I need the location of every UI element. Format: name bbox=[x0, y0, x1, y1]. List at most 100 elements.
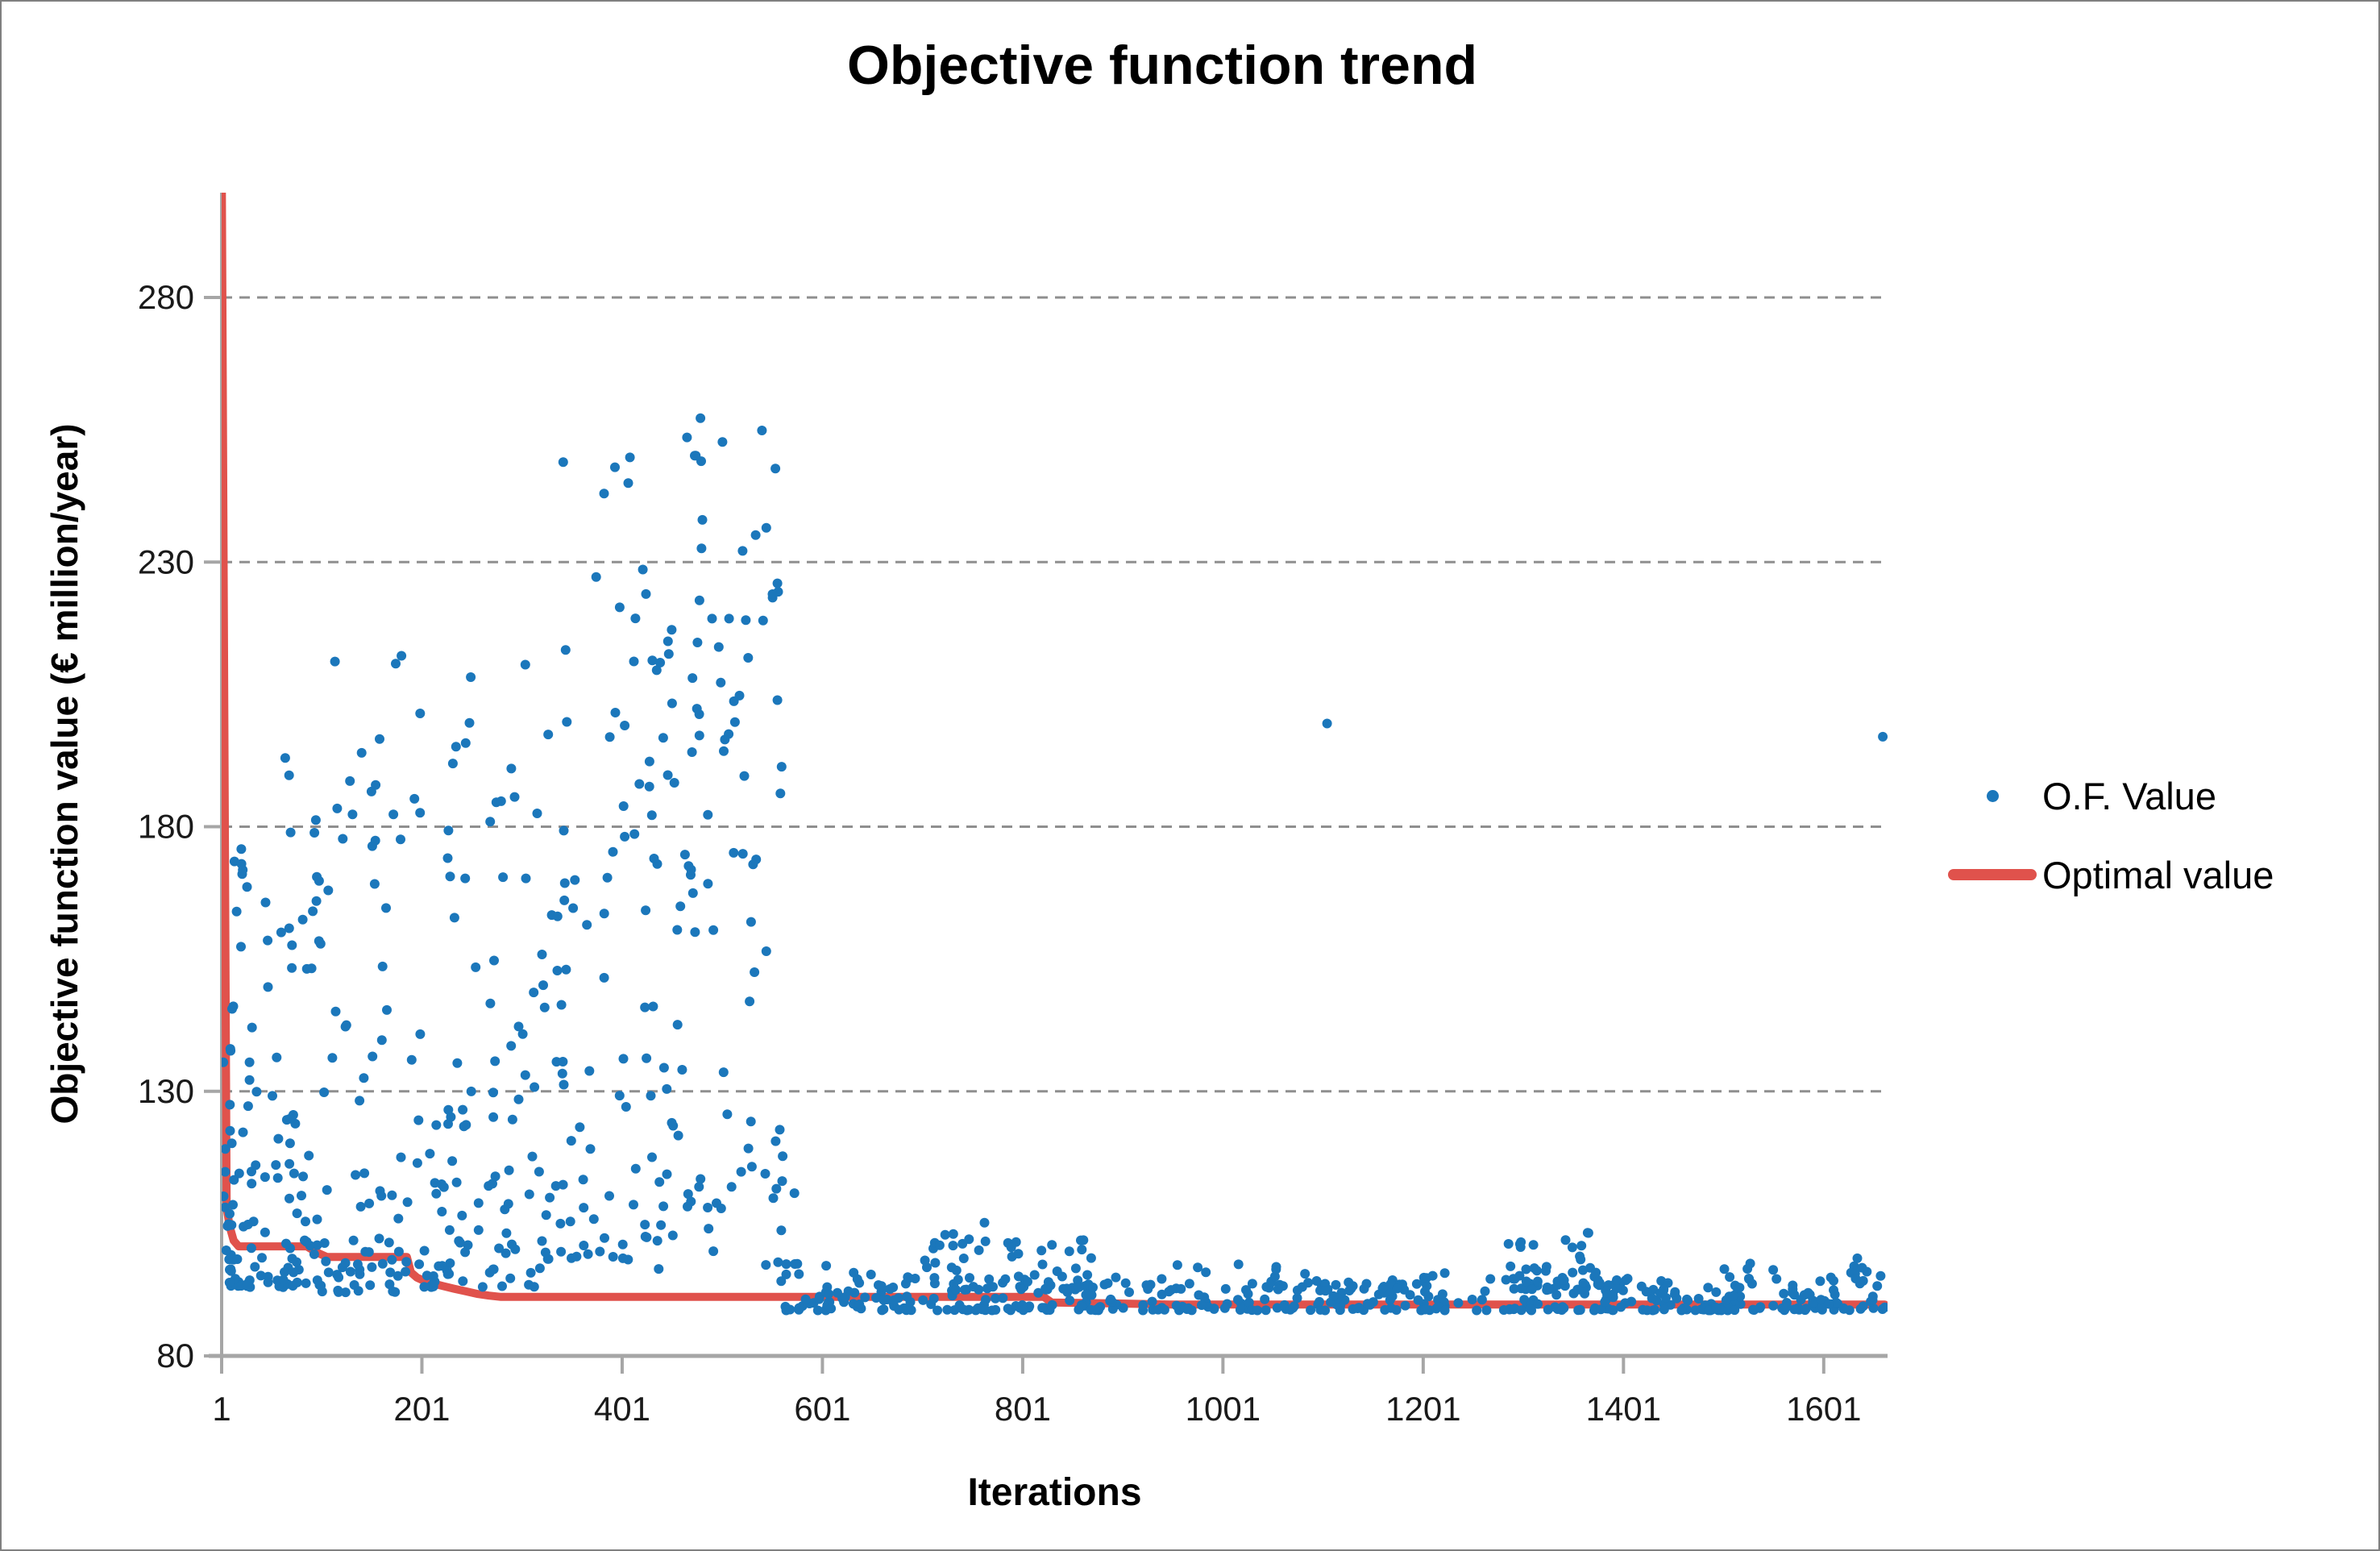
scatter-point bbox=[297, 914, 308, 925]
scatter-point bbox=[397, 651, 407, 661]
scatter-point bbox=[367, 1262, 377, 1272]
scatter-point bbox=[1503, 1239, 1514, 1249]
scatter-point bbox=[750, 530, 761, 540]
scatter-point bbox=[1872, 1281, 1883, 1291]
scatter-point bbox=[767, 589, 778, 599]
scatter-point bbox=[773, 1257, 783, 1267]
scatter-point bbox=[579, 1203, 589, 1213]
scatter-point bbox=[1219, 1303, 1230, 1313]
scatter-point bbox=[513, 1021, 524, 1032]
scatter-point bbox=[758, 615, 768, 626]
scatter-point bbox=[852, 1274, 862, 1284]
scatter-point bbox=[877, 1305, 887, 1316]
scatter-point bbox=[1501, 1274, 1511, 1285]
scatter-point bbox=[263, 935, 273, 946]
scatter-point bbox=[555, 1218, 566, 1229]
scatter-point bbox=[455, 1237, 465, 1248]
scatter-point bbox=[1439, 1268, 1450, 1279]
scatter-point bbox=[623, 478, 633, 489]
scatter-point bbox=[229, 1175, 239, 1185]
scatter-point bbox=[419, 1245, 430, 1256]
scatter-point bbox=[222, 1166, 231, 1177]
scatter-point bbox=[1481, 1305, 1492, 1316]
scatter-point bbox=[1292, 1293, 1302, 1304]
scatter-point bbox=[1711, 1302, 1722, 1312]
scatter-point bbox=[630, 1163, 641, 1174]
scatter-point bbox=[778, 1151, 788, 1162]
scatter-point bbox=[1742, 1264, 1753, 1274]
scatter-point bbox=[1650, 1304, 1659, 1315]
scatter-point bbox=[513, 1094, 524, 1104]
scatter-point bbox=[696, 543, 707, 554]
scatter-point bbox=[585, 1144, 596, 1154]
scatter-point bbox=[552, 966, 563, 975]
scatter-point bbox=[457, 1210, 467, 1220]
scatter-point bbox=[1744, 1274, 1755, 1284]
scatter-point bbox=[1320, 1279, 1331, 1289]
scatter-point bbox=[649, 854, 659, 863]
scatter-point bbox=[781, 1305, 791, 1316]
scatter-point bbox=[308, 906, 318, 917]
scatter-point bbox=[369, 879, 380, 889]
y-tick-label: 80 bbox=[156, 1337, 194, 1374]
scatter-point bbox=[1749, 1305, 1759, 1315]
scatter-point bbox=[247, 1022, 257, 1033]
scatter-point bbox=[729, 847, 739, 858]
scatter-point bbox=[228, 1200, 238, 1210]
scatter-point bbox=[656, 1220, 667, 1230]
scatter-point bbox=[236, 859, 247, 869]
scatter-point bbox=[1559, 1275, 1569, 1285]
scatter-point bbox=[447, 759, 458, 769]
scatter-point bbox=[1244, 1297, 1254, 1308]
scatter-point bbox=[1521, 1276, 1531, 1287]
scatter-point bbox=[1788, 1287, 1798, 1298]
scatter-point bbox=[642, 1232, 652, 1242]
scatter-point bbox=[1013, 1249, 1024, 1259]
scatter-point bbox=[777, 1176, 787, 1187]
scatter-point bbox=[932, 1305, 943, 1316]
scatter-point bbox=[304, 1150, 314, 1161]
scatter-point bbox=[333, 1285, 343, 1295]
scatter-point bbox=[980, 1236, 991, 1246]
scatter-point bbox=[625, 452, 635, 463]
scatter-point bbox=[1400, 1300, 1410, 1311]
scatter-point bbox=[687, 673, 698, 684]
scatter-point bbox=[505, 1273, 516, 1283]
scatter-point bbox=[485, 817, 496, 827]
scatter-point bbox=[1735, 1299, 1746, 1309]
scatter-point bbox=[234, 1168, 244, 1179]
scatter-point bbox=[1273, 1284, 1283, 1295]
scatter-point bbox=[466, 1086, 476, 1096]
scatter-point bbox=[251, 1160, 261, 1171]
scatter-point bbox=[679, 850, 690, 860]
scatter-point bbox=[1824, 1299, 1834, 1309]
scatter-point bbox=[655, 658, 666, 667]
scatter-point bbox=[1420, 1287, 1430, 1297]
scatter-point bbox=[463, 1240, 473, 1250]
scatter-point bbox=[312, 1214, 322, 1225]
scatter-point bbox=[1413, 1295, 1423, 1305]
scatter-point bbox=[1241, 1285, 1251, 1295]
scatter-point bbox=[1711, 1287, 1722, 1297]
scatter-point bbox=[271, 1160, 281, 1171]
scatter-point bbox=[1297, 1282, 1307, 1292]
scatter-point bbox=[854, 1299, 865, 1309]
scatter-point bbox=[1088, 1283, 1098, 1292]
scatter-point bbox=[662, 636, 673, 647]
scatter-point bbox=[452, 1058, 463, 1068]
scatter-point bbox=[595, 1246, 605, 1257]
scatter-point bbox=[566, 1136, 576, 1146]
scatter-point bbox=[629, 1200, 638, 1210]
scatter-point bbox=[272, 1052, 282, 1062]
scatter-point bbox=[1803, 1287, 1813, 1298]
scatter-point bbox=[298, 1171, 309, 1182]
scatter-point bbox=[222, 1191, 229, 1201]
scatter-point bbox=[413, 1115, 424, 1125]
scatter-point bbox=[222, 1245, 231, 1255]
scatter-point bbox=[696, 1174, 706, 1184]
scatter-point bbox=[686, 1196, 696, 1207]
scatter-point bbox=[525, 1267, 536, 1278]
scatter-point bbox=[539, 1002, 550, 1013]
x-tick-label: 1 bbox=[212, 1390, 231, 1428]
scatter-point bbox=[640, 1002, 650, 1013]
